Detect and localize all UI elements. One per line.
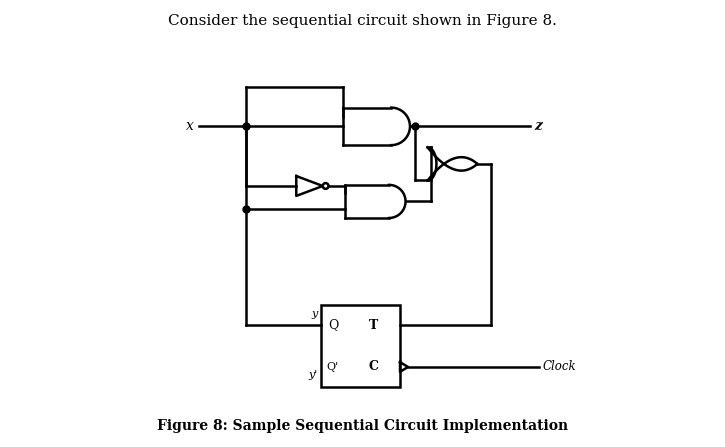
FancyBboxPatch shape (320, 305, 400, 387)
Text: Q: Q (328, 319, 339, 332)
Text: y: y (312, 309, 318, 319)
Text: C: C (368, 360, 378, 374)
Text: Figure 8: Sample Sequential Circuit Implementation: Figure 8: Sample Sequential Circuit Impl… (157, 419, 568, 433)
Text: y': y' (309, 370, 318, 380)
Text: T: T (369, 319, 378, 332)
Text: Consider the sequential circuit shown in Figure 8.: Consider the sequential circuit shown in… (168, 14, 557, 28)
Text: z: z (534, 119, 542, 133)
Text: Clock: Clock (542, 360, 576, 374)
Text: x: x (186, 119, 194, 133)
Text: Q': Q' (327, 362, 339, 372)
